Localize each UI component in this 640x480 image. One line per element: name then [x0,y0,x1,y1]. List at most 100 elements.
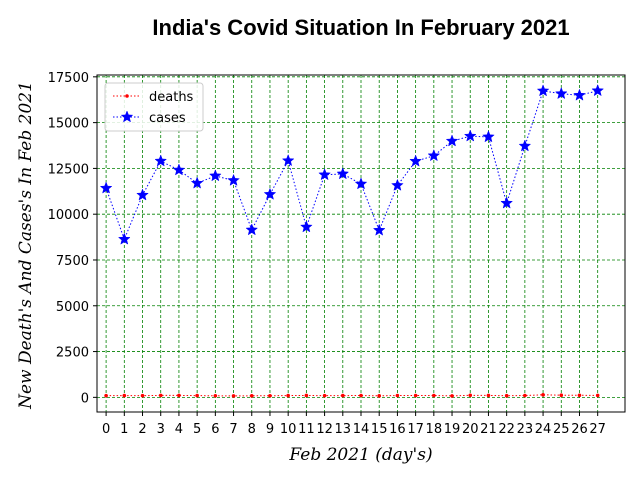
y-tick-label: 5000 [56,300,89,315]
deaths-point [268,393,272,398]
deaths-point [450,394,454,398]
deaths-point [541,393,545,397]
cases-point [117,232,131,245]
deaths-point [195,393,199,398]
x-tick-label: 6 [211,422,219,437]
deaths-point [177,393,181,398]
chart-title: India's Covid Situation In February 2021 [152,15,569,40]
deaths-point [377,394,382,398]
x-tick-label: 21 [480,422,497,437]
y-tick-label: 17500 [48,71,89,86]
cases-point [154,154,168,167]
deaths-point [486,393,491,398]
x-tick-label: 26 [571,422,588,437]
cases-point [536,84,550,97]
legend-marker-cases [120,110,134,123]
x-tick-label: 19 [444,422,461,437]
deaths-point [432,393,436,398]
deaths-point [359,393,363,398]
cases-point [99,181,113,194]
deaths-point [286,393,290,398]
y-tick-label: 12500 [48,162,89,177]
x-tick-label: 23 [517,422,534,437]
deaths-point [395,393,400,398]
x-tick-label: 12 [316,422,333,437]
cases-point [227,173,240,186]
deaths-point [122,393,127,398]
deaths-point [231,394,236,398]
deaths-point [523,393,527,398]
x-tick-label: 7 [229,422,237,437]
x-tick-label: 20 [462,422,479,437]
legend-marker-deaths [125,94,129,98]
axes: 0 1 2 3 4 5 6 7 8 9 10 11 12 13 14 15 16 17 18 19 20 21 22 23 24… [48,71,626,437]
x-tick-label: 27 [589,422,606,437]
legend-label-cases: cases [149,111,186,126]
cases-point [190,176,204,189]
cases-point [500,196,514,209]
cases-point [336,167,350,180]
deaths-point [504,393,509,398]
cases-point [354,177,368,190]
y-axis-label: New Death's And Cases's In Feb 2021 [16,81,36,410]
cases-point [300,220,313,233]
x-tick-label: 18 [426,422,443,437]
deaths-point [322,393,327,398]
legend: deaths cases [104,82,204,132]
y-tick-label: 2500 [56,346,89,361]
x-axis-label: Feb 2021 (day's) [288,445,432,465]
cases-point [391,178,404,191]
x-tick-label: 17 [407,422,424,437]
y-tick-label: 0 [81,391,89,406]
deaths-point [104,393,108,398]
cases-point [263,187,277,200]
legend-label-deaths: deaths [149,90,194,105]
y-tick-label: 7500 [56,254,89,269]
x-tick-label: 22 [498,422,515,437]
x-tick-label: 2 [138,422,146,437]
cases-point [482,130,495,143]
x-tick-label: 16 [389,422,406,437]
x-tick-label: 25 [553,422,570,437]
cases-point [372,223,386,236]
x-tick-label: 13 [335,422,352,437]
deaths-point [340,393,345,398]
x-tick-label: 5 [193,422,201,437]
cases-point [445,134,459,147]
x-tick-label: 8 [248,422,256,437]
deaths-point [158,393,163,398]
cases-point [554,86,568,100]
deaths-point [595,393,600,398]
cases-point [591,84,605,97]
cases-point [172,163,186,176]
cases-point [245,223,259,236]
deaths-point [577,393,582,398]
x-tick-label: 4 [175,422,183,437]
cases-point [281,154,295,167]
deaths-point [213,393,218,398]
cases-point [136,188,149,201]
y-tick-label: 15000 [48,117,89,132]
x-tick-label: 11 [298,422,315,437]
deaths-point [304,393,309,398]
x-tick-label: 24 [535,422,552,437]
cases-point [208,169,222,182]
deaths-line [106,394,598,397]
deaths-point [468,393,473,398]
y-tick-label: 10000 [48,208,89,223]
cases-point [409,154,422,167]
deaths-point [413,393,418,398]
cases-line [105,90,598,241]
cases-point [318,168,331,181]
cases-point [427,149,441,162]
x-tick-label: 0 [102,422,110,437]
x-tick-label: 14 [353,422,370,437]
x-tick-label: 9 [266,422,274,437]
cases-point [518,139,532,152]
deaths-point [559,393,564,398]
cases-point [573,88,586,101]
x-tick-label: 3 [157,422,165,437]
cases-point [463,129,477,142]
deaths-point [249,394,254,398]
